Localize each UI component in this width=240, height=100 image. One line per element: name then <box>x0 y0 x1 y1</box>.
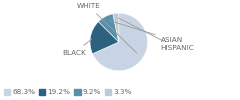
Text: HISPANIC: HISPANIC <box>119 18 194 51</box>
Wedge shape <box>92 13 148 71</box>
Legend: 68.3%, 19.2%, 9.2%, 3.3%: 68.3%, 19.2%, 9.2%, 3.3% <box>4 89 132 95</box>
Text: ASIAN: ASIAN <box>109 20 183 43</box>
Text: WHITE: WHITE <box>77 3 137 53</box>
Wedge shape <box>90 22 119 54</box>
Wedge shape <box>113 13 119 42</box>
Text: BLACK: BLACK <box>62 39 92 56</box>
Wedge shape <box>98 14 119 42</box>
